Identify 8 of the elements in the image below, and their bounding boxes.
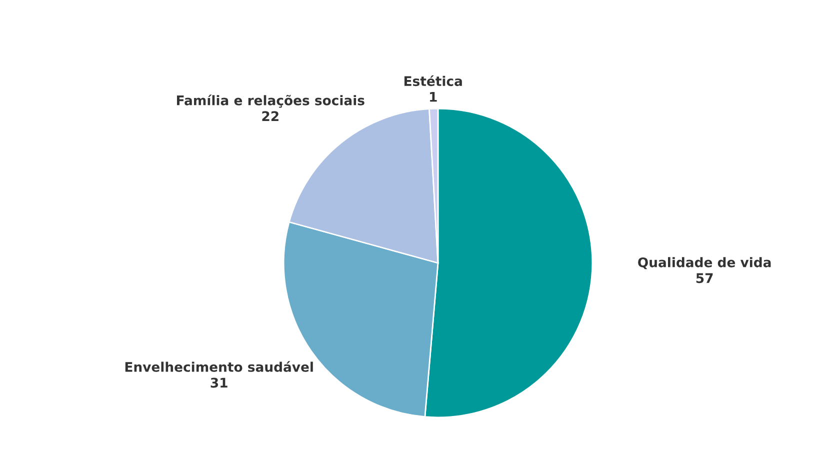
data-label: 57 — [696, 273, 713, 284]
slice-label: Família e relações sociais — [176, 94, 364, 108]
slice-label: Envelhecimento saudável — [125, 361, 313, 372]
slice-label: Qualidade de vida — [638, 257, 771, 270]
data-label: 22 — [262, 111, 278, 121]
slice-label: Estética — [404, 75, 462, 86]
data-label: 31 — [210, 378, 228, 388]
data-label: 1 — [430, 92, 437, 102]
